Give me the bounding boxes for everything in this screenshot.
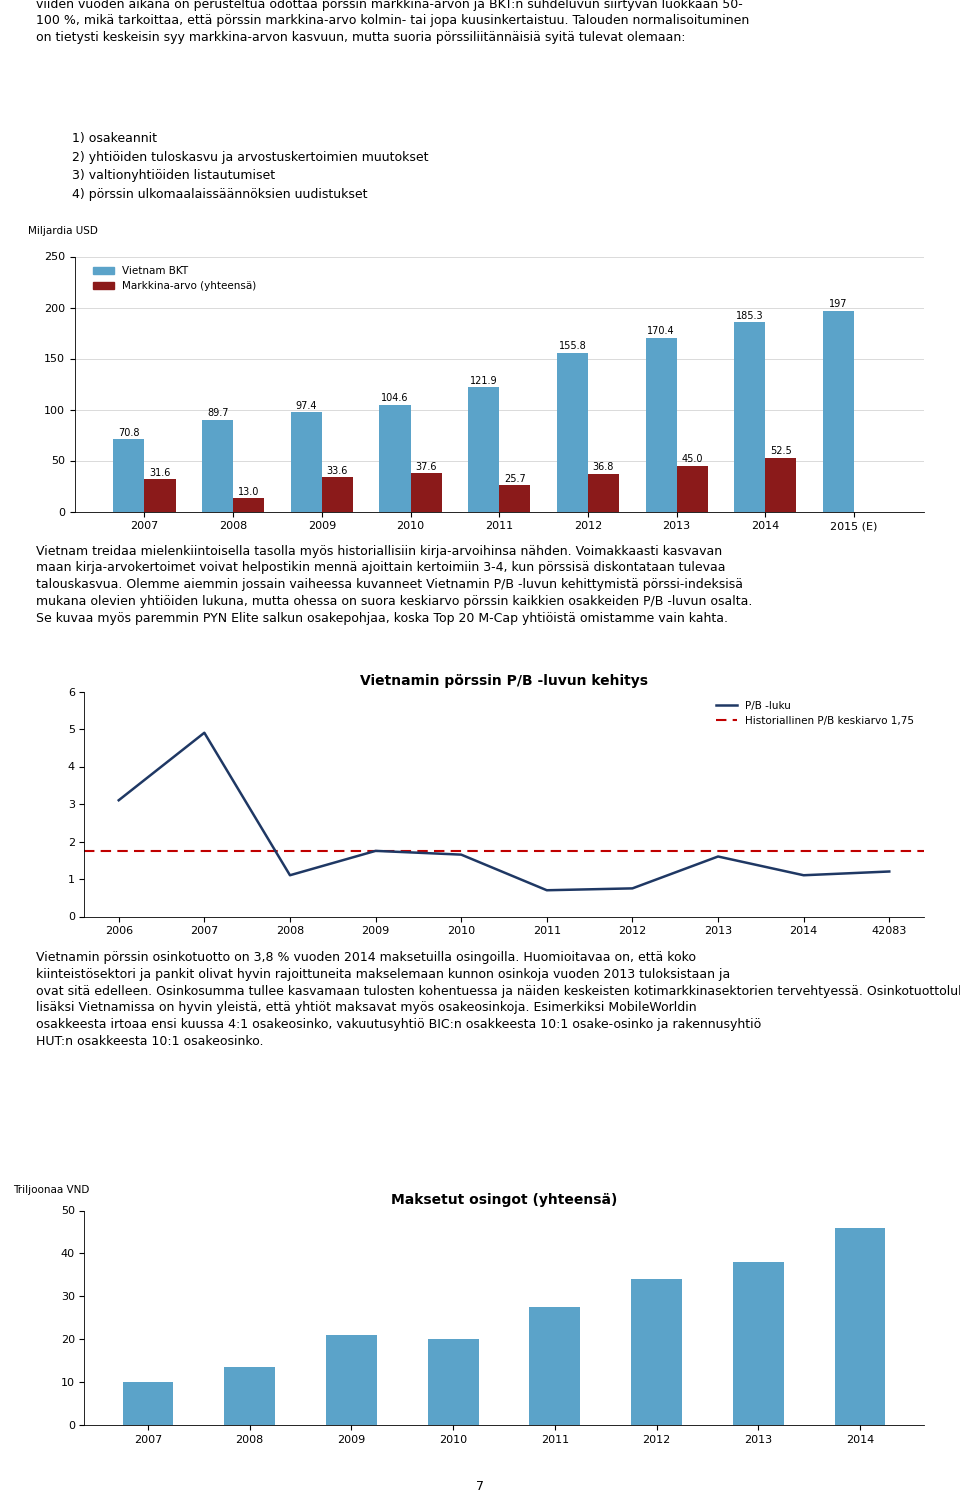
Text: 45.0: 45.0 <box>682 454 703 464</box>
Text: 52.5: 52.5 <box>770 447 792 456</box>
Bar <box>645 338 677 512</box>
Text: 121.9: 121.9 <box>469 375 497 386</box>
Bar <box>379 405 411 512</box>
Text: 155.8: 155.8 <box>559 340 587 351</box>
Bar <box>588 474 619 512</box>
Text: 1) osakeannit
2) yhtiöiden tuloskasvu ja arvostuskertoimien muutokset
3) valtion: 1) osakeannit 2) yhtiöiden tuloskasvu ja… <box>72 132 429 201</box>
Legend: Vietnam BKT, Markkina-arvo (yhteensä): Vietnam BKT, Markkina-arvo (yhteensä) <box>88 261 260 296</box>
Text: 197: 197 <box>829 298 848 309</box>
Text: Triljoonaa VND: Triljoonaa VND <box>13 1185 89 1196</box>
Bar <box>233 498 264 512</box>
Bar <box>123 1382 174 1425</box>
Text: Miljardia USD: Miljardia USD <box>28 226 98 236</box>
Text: 70.8: 70.8 <box>118 427 140 438</box>
Text: 31.6: 31.6 <box>150 468 171 477</box>
Text: 7: 7 <box>476 1479 484 1492</box>
Bar <box>113 440 145 512</box>
Bar <box>428 1340 479 1425</box>
Bar <box>732 1262 783 1425</box>
Bar <box>529 1306 580 1425</box>
Text: Vietnam treidaa mielenkiintoisella tasolla myös historiallisiin kirja-arvoihinsa: Vietnam treidaa mielenkiintoisella tasol… <box>36 544 753 624</box>
Text: 185.3: 185.3 <box>736 310 763 321</box>
Text: Vietnamin pörssin osinkotuotto on 3,8 % vuoden 2014 maksetuilla osingoilla. Huom: Vietnamin pörssin osinkotuotto on 3,8 % … <box>36 951 960 1048</box>
Bar <box>322 477 353 512</box>
Bar <box>291 413 322 512</box>
Bar <box>203 420 233 512</box>
Bar <box>225 1366 276 1425</box>
Bar <box>411 472 442 512</box>
Text: 33.6: 33.6 <box>326 465 348 476</box>
Text: 13.0: 13.0 <box>238 486 259 496</box>
Text: 97.4: 97.4 <box>296 400 317 411</box>
Bar <box>557 352 588 512</box>
Bar <box>326 1335 377 1425</box>
Bar <box>499 486 530 512</box>
Text: Pörssin markkina-arvo suhteessa bruttokansantuotteeseen on alhainen. Vuoden 2015: Pörssin markkina-arvo suhteessa bruttoka… <box>36 0 753 44</box>
Text: 36.8: 36.8 <box>592 462 614 472</box>
Text: 25.7: 25.7 <box>504 474 525 484</box>
Bar <box>834 1227 885 1425</box>
Bar <box>468 387 499 512</box>
Text: 89.7: 89.7 <box>207 408 228 419</box>
Text: 104.6: 104.6 <box>381 393 409 404</box>
Bar <box>145 480 176 512</box>
Bar <box>765 458 796 512</box>
Bar <box>734 322 765 512</box>
Text: 170.4: 170.4 <box>647 326 675 336</box>
Text: 37.6: 37.6 <box>416 462 437 471</box>
Legend: P/B -luku, Historiallinen P/B keskiarvo 1,75: P/B -luku, Historiallinen P/B keskiarvo … <box>711 696 919 730</box>
Bar <box>631 1280 682 1425</box>
Bar <box>823 310 853 512</box>
Title: Vietnamin pörssin P/B -luvun kehitys: Vietnamin pörssin P/B -luvun kehitys <box>360 674 648 687</box>
Title: Maksetut osingot (yhteensä): Maksetut osingot (yhteensä) <box>391 1192 617 1206</box>
Bar <box>677 465 708 512</box>
